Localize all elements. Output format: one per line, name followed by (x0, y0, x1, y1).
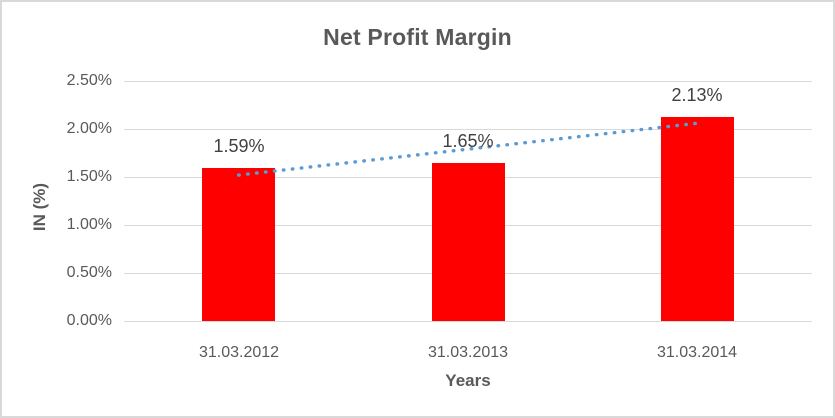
gridline (124, 80, 812, 82)
plot-area (124, 80, 812, 322)
x-axis-tick-label: 31.03.2014 (656, 344, 738, 361)
y-axis-tick-label: 1.50% (66, 168, 112, 185)
bar (432, 163, 505, 321)
y-axis-tick-label: 1.00% (66, 216, 112, 233)
bar-data-label: 1.59% (213, 136, 265, 156)
gridline (124, 320, 812, 322)
bar (202, 168, 275, 321)
trendline (236, 121, 700, 177)
bar-data-label: 2.13% (671, 85, 723, 105)
gridline (124, 128, 812, 130)
chart-title: Net Profit Margin (323, 24, 512, 50)
x-axis-tick-label: 31.03.2013 (427, 344, 509, 361)
bar (661, 117, 734, 321)
y-axis-tick-label: 2.00% (66, 120, 112, 137)
y-axis-tick-label: 0.50% (66, 264, 112, 281)
x-axis-tick-label: 31.03.2012 (198, 344, 280, 361)
y-axis-tick-label: 0.00% (66, 312, 112, 329)
y-axis-tick-label: 2.50% (66, 72, 112, 89)
bar-data-label: 1.65% (442, 131, 494, 151)
x-axis-title: Years (445, 371, 491, 390)
